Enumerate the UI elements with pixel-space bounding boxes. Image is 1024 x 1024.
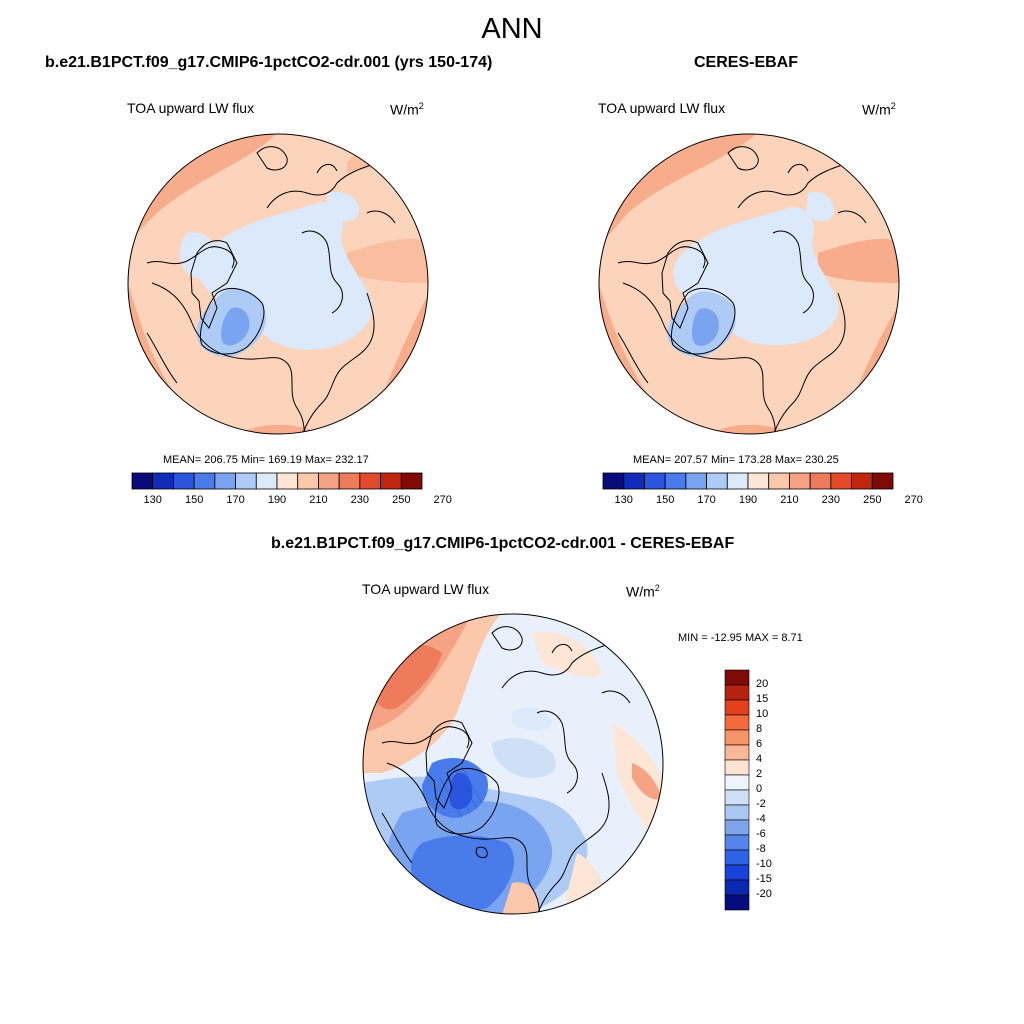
colorbar-tick-label: 2 <box>756 768 763 780</box>
colorbar-swatch <box>724 699 750 716</box>
colorbar-swatch <box>359 472 381 490</box>
diff-stats: MIN = -12.95 MAX = 8.71 <box>678 632 803 644</box>
colorbar-swatch <box>297 472 319 490</box>
colorbar-tick-label: -8 <box>756 843 766 855</box>
colorbar-tick-label: 190 <box>738 494 758 506</box>
left-colorbar <box>131 472 423 490</box>
colorbar-swatch <box>724 744 750 761</box>
colorbar-swatch <box>173 472 195 490</box>
colorbar-swatch <box>789 472 811 490</box>
colorbar-swatch <box>255 472 278 490</box>
colorbar-swatch <box>602 472 625 490</box>
diff-case-title: b.e21.B1PCT.f09_g17.CMIP6-1pctCO2-cdr.00… <box>271 535 735 552</box>
colorbar-tick-label: 190 <box>267 494 287 506</box>
right-colorbar <box>602 472 894 490</box>
colorbar-swatch <box>724 714 750 731</box>
colorbar-tick-label: 130 <box>143 494 162 506</box>
colorbar-swatch <box>724 759 750 776</box>
colorbar-tick-label: 250 <box>863 494 882 506</box>
colorbar-swatch <box>644 472 666 490</box>
colorbar-swatch <box>664 472 687 490</box>
colorbar-tick-label: 270 <box>433 494 452 506</box>
colorbar-tick-label: 210 <box>309 494 328 506</box>
colorbar-swatch <box>685 472 707 490</box>
colorbar-swatch <box>724 684 750 701</box>
colorbar-tick-label: -15 <box>756 873 772 885</box>
colorbar-swatch <box>318 472 340 490</box>
colorbar-tick-label: 210 <box>780 494 799 506</box>
colorbar-swatch <box>851 472 873 490</box>
diff-units-label: W/m2 <box>626 583 660 600</box>
colorbar-tick-label: 230 <box>821 494 841 506</box>
colorbar-tick-label: -6 <box>756 828 766 840</box>
colorbar-tick-label: 8 <box>756 723 763 735</box>
colorbar-swatch <box>809 472 832 490</box>
colorbar-swatch <box>724 729 750 746</box>
left-case-title: b.e21.B1PCT.f09_g17.CMIP6-1pctCO2-cdr.00… <box>45 54 493 71</box>
right-units-label: W/m2 <box>862 101 896 118</box>
colorbar-tick-label: 6 <box>756 738 763 750</box>
colorbar-swatch <box>235 472 257 490</box>
colorbar-tick-label: 10 <box>756 708 769 720</box>
colorbar-swatch <box>747 472 770 490</box>
colorbar-tick-label: -10 <box>756 858 772 870</box>
right-polar-map <box>598 133 900 435</box>
left-variable-label: TOA upward LW flux <box>127 100 255 116</box>
right-case-title: CERES-EBAF <box>694 54 799 71</box>
colorbar-swatch <box>706 472 728 490</box>
colorbar-swatch <box>871 472 894 490</box>
right-variable-label: TOA upward LW flux <box>598 100 726 116</box>
colorbar-tick-label: -4 <box>756 813 766 825</box>
left-polar-map <box>127 133 429 435</box>
colorbar-tick-label: 150 <box>655 494 675 506</box>
colorbar-swatch <box>276 472 299 490</box>
colorbar-tick-label: 20 <box>756 678 769 690</box>
colorbar-tick-label: 270 <box>904 494 923 506</box>
colorbar-swatch <box>724 789 750 806</box>
colorbar-swatch <box>724 774 750 791</box>
colorbar-tick-label: -20 <box>756 888 772 900</box>
colorbar-tick-label: 130 <box>614 494 633 506</box>
colorbar-tick-label: 170 <box>226 494 245 506</box>
diff-polar-map <box>362 613 664 915</box>
colorbar-swatch <box>380 472 402 490</box>
colorbar-swatch <box>193 472 216 490</box>
left-stats: MEAN= 206.75 Min= 169.19 Max= 232.17 <box>163 454 369 466</box>
right-stats: MEAN= 207.57 Min= 173.28 Max= 230.25 <box>633 454 839 466</box>
colorbar-swatch <box>623 472 645 490</box>
colorbar-swatch <box>724 894 750 911</box>
colorbar-swatch <box>724 819 750 836</box>
diff-variable-label: TOA upward LW flux <box>362 581 490 597</box>
colorbar-tick-label: -2 <box>756 798 766 810</box>
colorbar-tick-label: 4 <box>756 753 763 765</box>
colorbar-swatch <box>724 804 750 821</box>
colorbar-swatch <box>400 472 423 490</box>
colorbar-swatch <box>724 879 750 896</box>
colorbar-tick-label: 170 <box>697 494 716 506</box>
diff-colorbar <box>724 669 750 911</box>
left-units-label: W/m2 <box>390 101 424 118</box>
colorbar-swatch <box>131 472 154 490</box>
colorbar-swatch <box>726 472 749 490</box>
colorbar-swatch <box>724 864 750 881</box>
colorbar-tick-label: 15 <box>756 693 769 705</box>
colorbar-tick-label: 250 <box>392 494 411 506</box>
colorbar-swatch <box>724 669 750 686</box>
colorbar-swatch <box>152 472 174 490</box>
colorbar-tick-label: 230 <box>350 494 370 506</box>
colorbar-tick-label: 150 <box>184 494 204 506</box>
figure-title: ANN <box>481 13 543 45</box>
colorbar-swatch <box>724 834 750 851</box>
colorbar-swatch <box>214 472 236 490</box>
colorbar-swatch <box>830 472 852 490</box>
colorbar-tick-label: 0 <box>756 783 763 795</box>
colorbar-swatch <box>338 472 361 490</box>
colorbar-swatch <box>724 849 750 866</box>
colorbar-swatch <box>768 472 790 490</box>
